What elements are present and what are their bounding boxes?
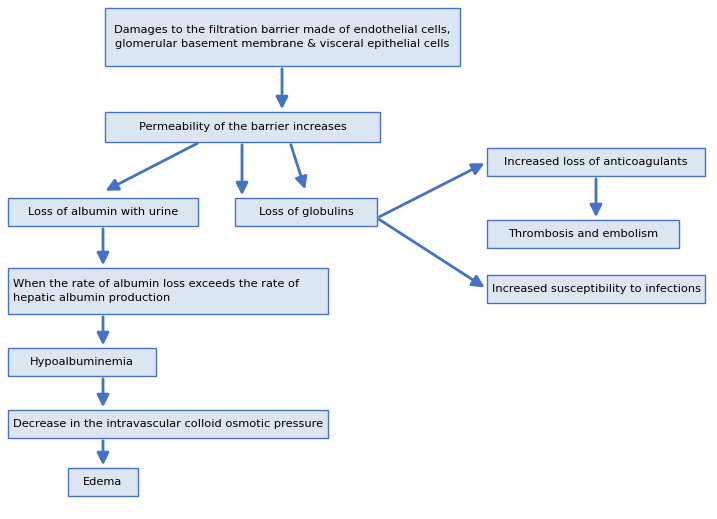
- FancyBboxPatch shape: [8, 410, 328, 438]
- FancyBboxPatch shape: [8, 348, 156, 376]
- Text: Decrease in the intravascular colloid osmotic pressure: Decrease in the intravascular colloid os…: [13, 419, 323, 429]
- FancyBboxPatch shape: [487, 275, 705, 303]
- FancyBboxPatch shape: [235, 198, 377, 226]
- Text: When the rate of albumin loss exceeds the rate of
hepatic albumin production: When the rate of albumin loss exceeds th…: [13, 279, 299, 303]
- Text: Permeability of the barrier increases: Permeability of the barrier increases: [138, 122, 346, 132]
- Text: Thrombosis and embolism: Thrombosis and embolism: [508, 229, 658, 239]
- Text: Increased susceptibility to infections: Increased susceptibility to infections: [491, 284, 701, 294]
- Text: Damages to the filtration barrier made of endothelial cells,
glomerular basement: Damages to the filtration barrier made o…: [114, 25, 451, 49]
- Text: Loss of albumin with urine: Loss of albumin with urine: [28, 207, 178, 217]
- Text: Edema: Edema: [83, 477, 123, 487]
- FancyBboxPatch shape: [105, 8, 460, 66]
- Text: Hypoalbuminemia: Hypoalbuminemia: [30, 357, 134, 367]
- Text: Loss of globulins: Loss of globulins: [259, 207, 353, 217]
- FancyBboxPatch shape: [8, 268, 328, 314]
- Text: Increased loss of anticoagulants: Increased loss of anticoagulants: [504, 157, 688, 167]
- FancyBboxPatch shape: [68, 468, 138, 496]
- FancyBboxPatch shape: [487, 148, 705, 176]
- FancyBboxPatch shape: [105, 112, 380, 142]
- FancyBboxPatch shape: [487, 220, 679, 248]
- FancyBboxPatch shape: [8, 198, 198, 226]
